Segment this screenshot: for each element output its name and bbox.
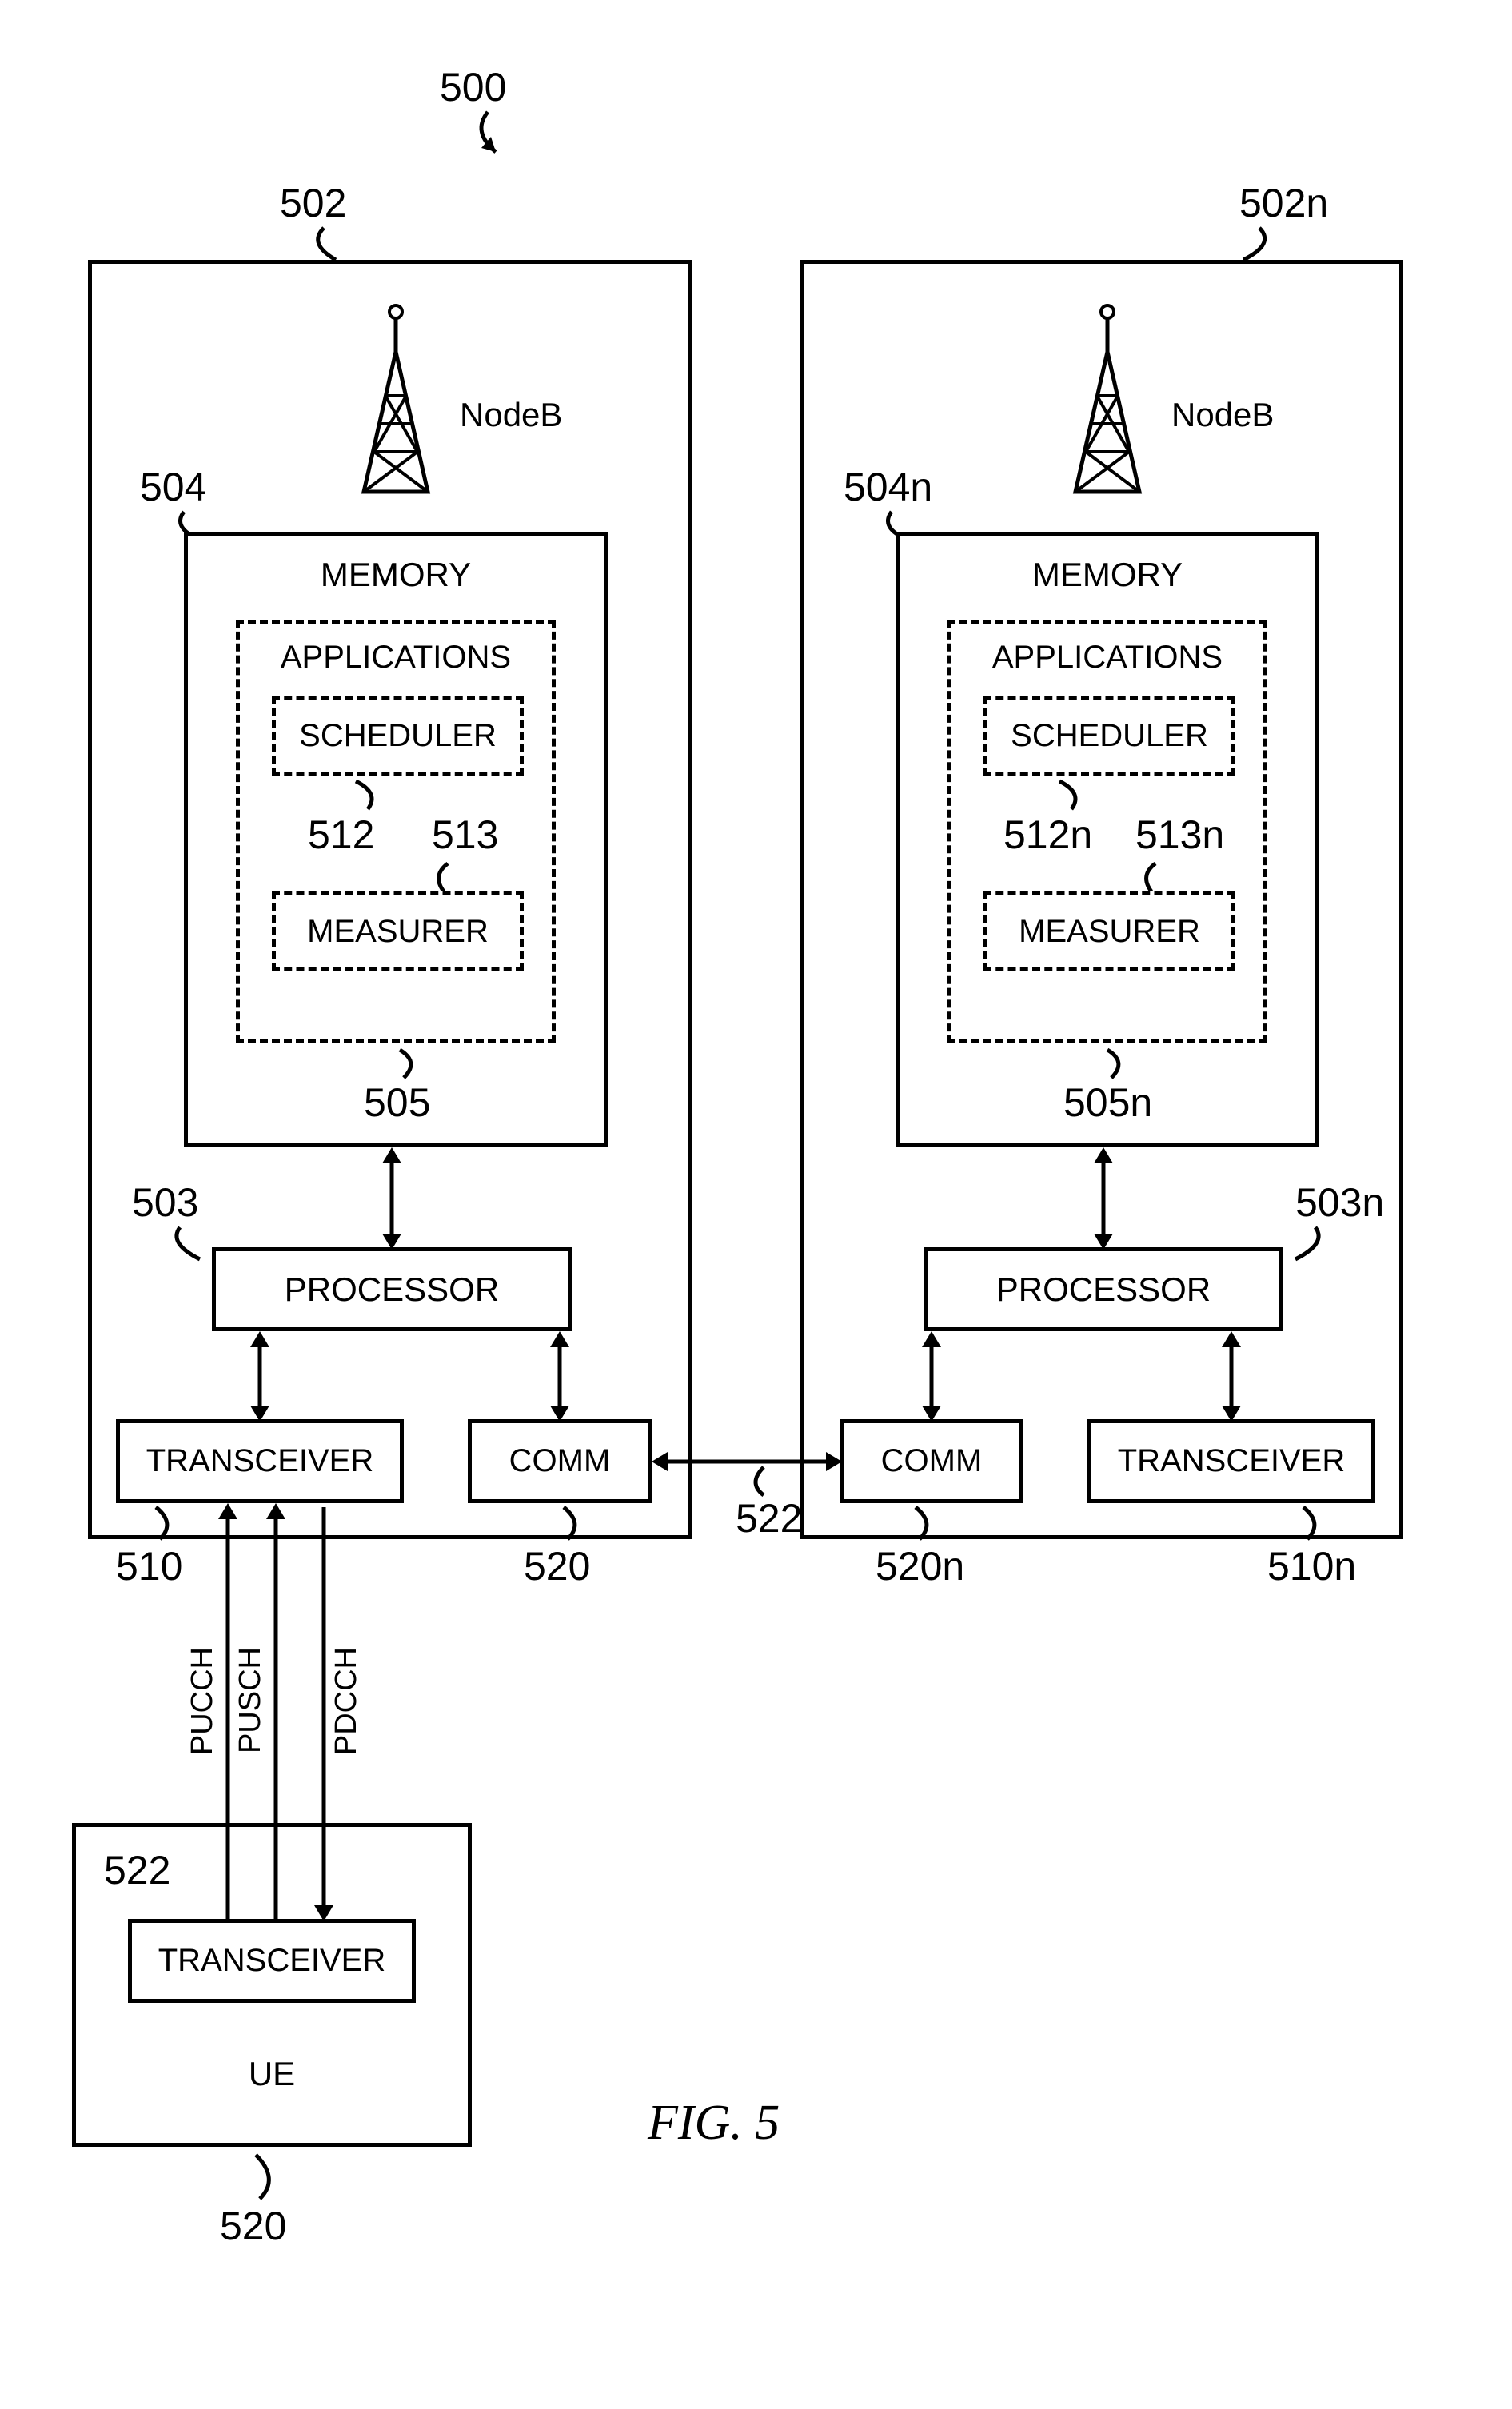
ref-522-ue: 522 xyxy=(104,1847,170,1893)
ref-513: 513 xyxy=(432,812,498,858)
ref-510n-hook xyxy=(1295,1503,1331,1543)
ref-505n: 505n xyxy=(1063,1079,1152,1126)
tower-right xyxy=(1047,292,1167,500)
ref-510-hook xyxy=(148,1503,184,1543)
ref-502n-hook xyxy=(1231,224,1279,264)
comm-right-box: COMM xyxy=(840,1419,1023,1503)
measurer-left-label: MEASURER xyxy=(272,891,524,971)
memory-right-label: MEMORY xyxy=(896,556,1319,594)
scheduler-right-label: SCHEDULER xyxy=(983,696,1235,776)
ref-520n: 520n xyxy=(876,1543,964,1589)
ref-512: 512 xyxy=(308,812,374,858)
arrow-proc-trans-right xyxy=(1215,1331,1247,1423)
comm-left-box: COMM xyxy=(468,1419,652,1503)
ref-512-hook xyxy=(352,777,384,813)
ref-510n: 510n xyxy=(1267,1543,1356,1589)
pucch-label: PUCCH xyxy=(186,1647,220,1755)
ref-505-hook xyxy=(392,1046,424,1082)
ref-522-link: 522 xyxy=(736,1495,802,1542)
transceiver-left-box: TRANSCEIVER xyxy=(116,1419,404,1503)
arrow-proc-trans-left xyxy=(244,1331,276,1423)
ref-503-hook xyxy=(164,1223,208,1263)
ref-522-hook xyxy=(744,1463,780,1499)
ref-500: 500 xyxy=(440,64,506,110)
arrow-proc-comm-right xyxy=(916,1331,947,1423)
pusch-label: PUSCH xyxy=(233,1647,268,1753)
ref-520-hook xyxy=(556,1503,592,1543)
pdcch-label: PDCCH xyxy=(329,1647,364,1755)
nodeb-left-label: NodeB xyxy=(460,396,562,434)
ref-513n: 513n xyxy=(1135,812,1224,858)
arrow-mem-proc-right xyxy=(1087,1147,1119,1251)
figure-caption: FIG. 5 xyxy=(648,2095,780,2152)
ref-504: 504 xyxy=(140,464,206,510)
scheduler-left-label: SCHEDULER xyxy=(272,696,524,776)
ref-513n-hook xyxy=(1131,860,1163,895)
ref-510: 510 xyxy=(116,1543,182,1589)
apps-left-label: APPLICATIONS xyxy=(236,640,556,676)
ref-502n: 502n xyxy=(1239,180,1328,226)
ref-512n-hook xyxy=(1055,777,1087,813)
ref-503n: 503n xyxy=(1295,1179,1384,1226)
ref-500-arrow xyxy=(464,108,512,164)
processor-left-box: PROCESSOR xyxy=(212,1247,572,1331)
apps-right-label: APPLICATIONS xyxy=(947,640,1267,676)
ref-502-hook xyxy=(304,224,352,264)
apps-left-box xyxy=(236,620,556,1043)
figure-canvas: 500 502 NodeB 504 MEMORY APPLICATIONS SC… xyxy=(0,0,1512,2409)
transceiver-right-box: TRANSCEIVER xyxy=(1087,1419,1375,1503)
ref-520-ue-hook xyxy=(248,2151,284,2203)
ref-505: 505 xyxy=(364,1079,430,1126)
memory-left-label: MEMORY xyxy=(184,556,608,594)
ref-512n: 512n xyxy=(1003,812,1092,858)
measurer-right-label: MEASURER xyxy=(983,891,1235,971)
ue-label: UE xyxy=(72,2055,472,2093)
arrow-mem-proc-left xyxy=(376,1147,408,1251)
ref-513-hook xyxy=(424,860,456,895)
ref-504n: 504n xyxy=(844,464,932,510)
ref-520-comm: 520 xyxy=(524,1543,590,1589)
ref-503: 503 xyxy=(132,1179,198,1226)
arrow-proc-comm-left xyxy=(544,1331,576,1423)
ref-505n-hook xyxy=(1099,1046,1131,1082)
ref-520n-hook xyxy=(908,1503,944,1543)
ref-520-ue: 520 xyxy=(220,2203,286,2249)
tower-left xyxy=(336,292,456,500)
ue-transceiver-box: TRANSCEIVER xyxy=(128,1919,416,2003)
processor-right-box: PROCESSOR xyxy=(924,1247,1283,1331)
ref-502: 502 xyxy=(280,180,346,226)
ref-503n-hook xyxy=(1287,1223,1331,1263)
nodeb-right-label: NodeB xyxy=(1171,396,1274,434)
